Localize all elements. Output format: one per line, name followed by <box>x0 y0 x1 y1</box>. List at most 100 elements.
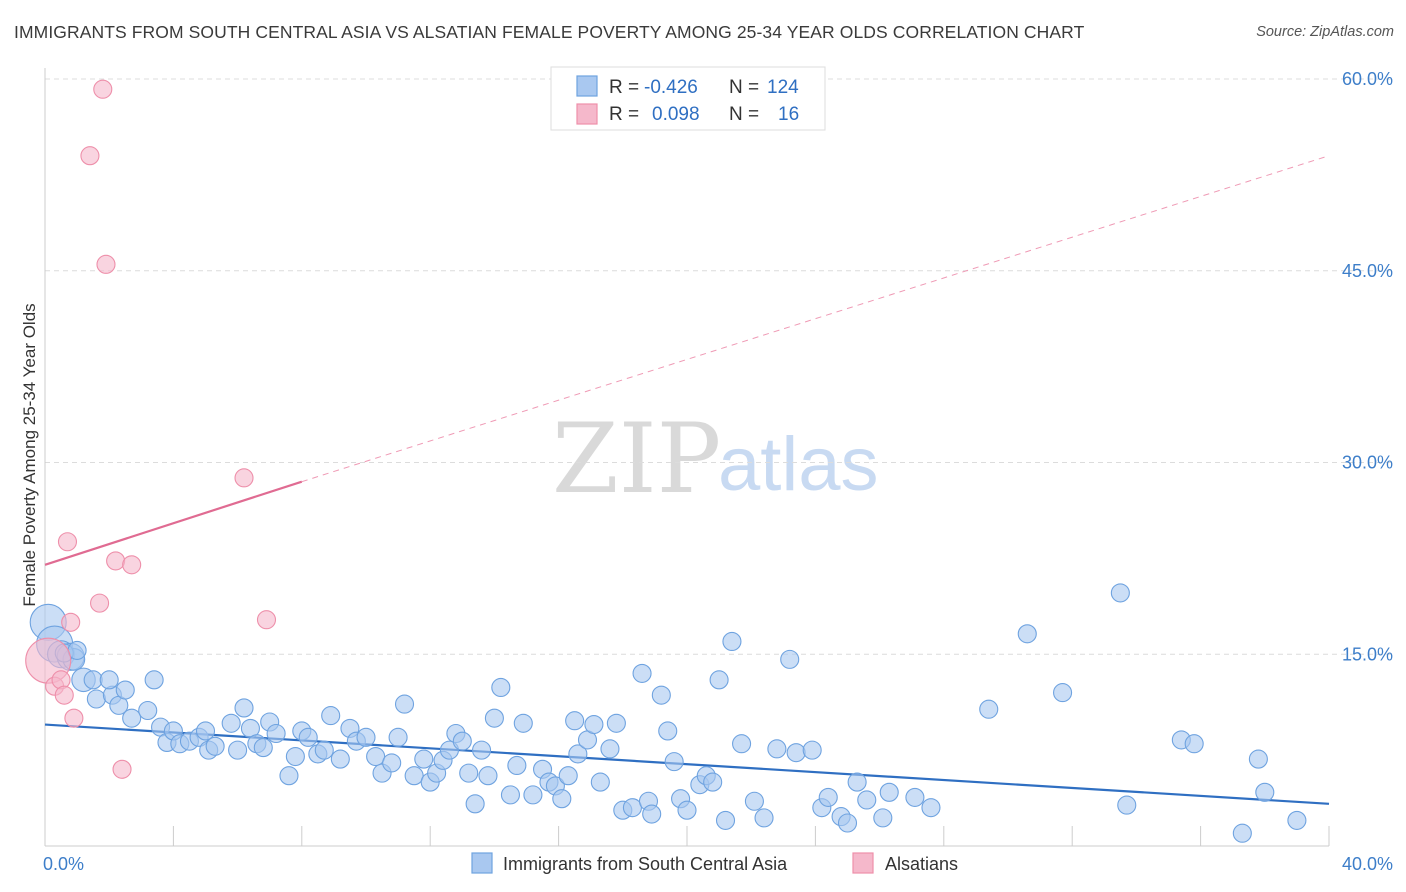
point-blue-11 <box>122 708 142 728</box>
point-blue-45 <box>388 727 408 747</box>
point-blue-25 <box>234 698 254 718</box>
bottom-legend-label-blue: Immigrants from South Central Asia <box>503 854 788 874</box>
y-tick-label-45: 45.0% <box>1342 261 1393 281</box>
point-blue-94 <box>744 791 764 811</box>
point-blue-62 <box>507 755 527 776</box>
grid-lines <box>45 78 1395 655</box>
point-blue-73 <box>584 715 604 735</box>
point-blue-54 <box>452 731 472 751</box>
point-blue-55 <box>459 763 479 783</box>
point-blue-89 <box>703 772 723 792</box>
legend-r-value-1: -0.426 <box>644 77 698 98</box>
bottom-legend-label-pink: Alsatians <box>885 854 958 874</box>
y-axis-label: Female Poverty Among 25-34 Year Olds <box>20 303 39 606</box>
bottom-legend-swatch-blue <box>471 852 493 874</box>
point-blue-101 <box>818 787 838 807</box>
point-blue-97 <box>780 649 800 669</box>
legend-r-label-2: R = <box>609 104 639 125</box>
point-blue-30 <box>266 723 286 744</box>
point-blue-81 <box>642 804 662 824</box>
point-blue-32 <box>285 746 305 767</box>
point-blue-71 <box>568 744 588 764</box>
point-blue-99 <box>802 740 822 760</box>
bottom-legend: Immigrants from South Central Asia Alsat… <box>471 852 958 874</box>
point-blue-92 <box>722 631 742 652</box>
point-blue-109 <box>921 798 941 818</box>
x-tick-label-max: 40.0% <box>1342 854 1393 874</box>
point-blue-119 <box>1255 782 1275 802</box>
point-pink-7 <box>80 146 100 166</box>
point-blue-69 <box>558 766 578 786</box>
point-blue-31 <box>279 766 299 786</box>
point-blue-48 <box>414 749 434 769</box>
point-blue-44 <box>382 753 402 773</box>
source-label: Source: ZipAtlas.com <box>1256 24 1394 40</box>
watermark-atlas: atlas <box>718 422 879 507</box>
point-blue-116 <box>1184 734 1204 754</box>
point-blue-110 <box>979 699 999 719</box>
point-blue-106 <box>873 808 893 828</box>
point-blue-123 <box>99 670 119 690</box>
legend-swatch-blue <box>576 75 598 97</box>
point-blue-10 <box>115 680 135 700</box>
legend-n-label-2: N = <box>729 104 759 125</box>
point-blue-64 <box>523 785 543 805</box>
trend-line-pink-extended <box>301 155 1330 483</box>
point-blue-111 <box>1017 624 1037 644</box>
point-blue-105 <box>857 790 877 810</box>
point-blue-75 <box>600 739 620 759</box>
point-blue-83 <box>658 721 678 741</box>
stats-legend: R = -0.426 N = 124 R = 0.098 N = 16 <box>550 66 826 131</box>
point-blue-103 <box>837 813 858 833</box>
point-blue-22 <box>205 736 225 756</box>
point-pink-6 <box>64 708 84 728</box>
y-tick-label-60: 60.0% <box>1342 69 1393 89</box>
point-blue-107 <box>879 782 899 802</box>
point-blue-46 <box>394 694 415 714</box>
point-blue-84 <box>664 752 684 772</box>
point-pink-15 <box>256 610 277 630</box>
point-blue-112 <box>1053 683 1073 703</box>
point-blue-20 <box>195 721 216 741</box>
point-blue-37 <box>321 706 341 726</box>
point-blue-24 <box>228 740 248 760</box>
watermark-zip: ZIP <box>552 403 721 515</box>
point-pink-4 <box>57 532 78 552</box>
point-blue-63 <box>513 713 533 733</box>
axes: 15.0% 30.0% 45.0% 60.0% 0.0% 40.0% <box>43 68 1393 874</box>
point-blue-12 <box>138 700 158 721</box>
legend-r-label-1: R = <box>609 77 639 98</box>
point-blue-95 <box>754 808 774 828</box>
point-blue-120 <box>1287 810 1307 830</box>
point-pink-10 <box>106 551 126 571</box>
point-blue-113 <box>1110 583 1130 603</box>
point-pink-9 <box>96 254 116 274</box>
point-blue-34 <box>298 727 318 747</box>
point-blue-70 <box>565 711 585 731</box>
point-blue-36 <box>314 740 334 760</box>
point-blue-93 <box>732 734 752 754</box>
point-blue-68 <box>552 789 572 809</box>
point-pink-3 <box>54 685 74 705</box>
point-blue-86 <box>677 800 697 820</box>
point-blue-108 <box>905 787 925 807</box>
chart-title: IMMIGRANTS FROM SOUTH CENTRAL ASIA VS AL… <box>14 22 1085 42</box>
point-blue-23 <box>221 713 241 733</box>
point-blue-98 <box>786 743 806 763</box>
point-pink-12 <box>122 555 142 575</box>
point-pink-13 <box>93 79 113 99</box>
bottom-legend-swatch-pink <box>852 852 874 874</box>
point-pink-2 <box>51 670 71 690</box>
point-blue-60 <box>491 677 511 698</box>
legend-n-value-2: 16 <box>778 104 799 125</box>
point-blue-76 <box>606 713 626 733</box>
point-blue-114 <box>1117 795 1137 815</box>
point-blue-74 <box>590 772 610 792</box>
point-blue-58 <box>478 766 498 786</box>
legend-n-value-1: 124 <box>767 77 799 98</box>
point-blue-56 <box>465 794 485 814</box>
point-blue-28 <box>253 738 273 758</box>
point-pink-5 <box>61 612 81 632</box>
legend-swatch-pink <box>576 103 598 125</box>
legend-n-label-1: N = <box>729 77 759 98</box>
